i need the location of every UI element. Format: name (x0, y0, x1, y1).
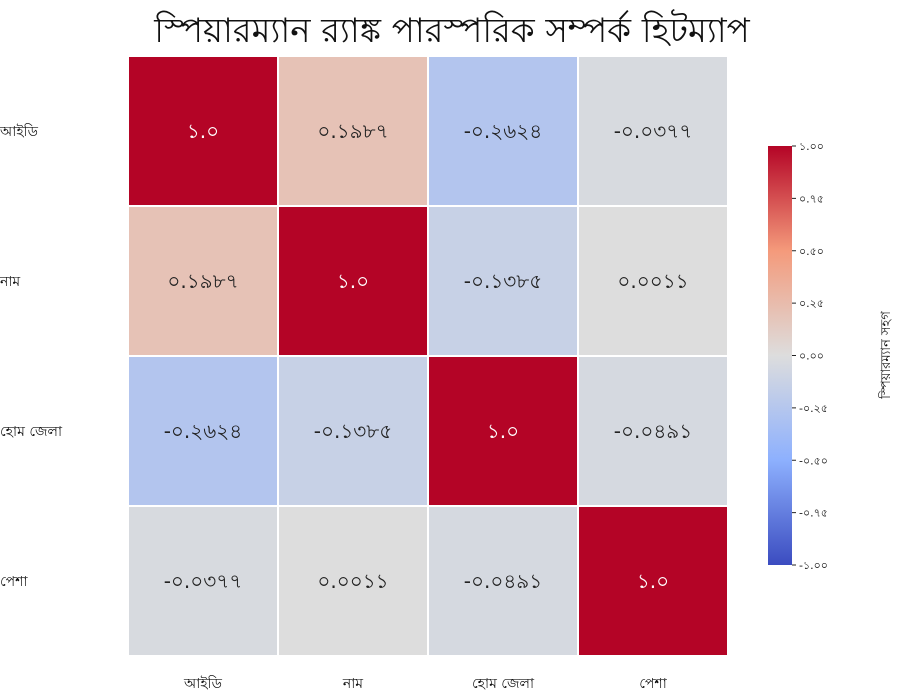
heatmap-cell (129, 357, 277, 505)
row-labels: আইডি নাম হোম জেলা পেশা (0, 123, 63, 590)
heatmap-cell (279, 507, 427, 655)
heatmap-cells: ১.০ ০.১৯৮৭ -০.২৬২৪ -০.০৩৭৭ ০.১৯৮৭ ১.০ -০.১৩৮৫ ০… (129, 57, 727, 655)
colorbar-tick-label: -০.৭৫ (799, 507, 828, 520)
heatmap-cell (429, 57, 577, 205)
column-label: আইডি (183, 675, 223, 690)
cell-value-label: -০.২৬২৪ (464, 119, 543, 143)
row-label: হোম জেলা (0, 424, 63, 440)
colorbar-tick-label: ০.৫০ (799, 245, 824, 258)
heatmap-cell (579, 57, 727, 205)
heatmap-cell (429, 207, 577, 355)
heatmap-cell (279, 57, 427, 205)
cell-value-label: ০.০০১১ (617, 269, 688, 293)
column-labels: আইডি নাম হোম জেলা পেশা (183, 675, 668, 690)
column-label: হোম জেলা (472, 676, 535, 690)
colorbar-tick-label: -১.০০ (799, 559, 828, 572)
heatmap-cell (279, 357, 427, 505)
cell-value-label: -০.১৩৮৫ (464, 269, 543, 293)
cell-value-label: -০.০৪৯১ (614, 419, 693, 443)
column-label: নাম (342, 676, 363, 690)
colorbar-tick-label: ০.৭৫ (799, 192, 824, 205)
heatmap-cell (279, 207, 427, 355)
heatmap-cell (429, 357, 577, 505)
chart-title: স্পিয়ারম্যান র‍্যাঙ্ক পারস্পরিক সম্পর্ক… (153, 9, 750, 51)
colorbar-label: স্পিয়ারম্যান সহগ (878, 311, 894, 400)
column-label: পেশা (639, 676, 667, 690)
cell-value-label: -০.২৬২৪ (164, 419, 243, 443)
cell-value-label: -০.০৩৭৭ (164, 569, 243, 593)
heatmap-cell (579, 207, 727, 355)
colorbar-tick-label: ১.০০ (799, 140, 824, 153)
heatmap-cell (429, 507, 577, 655)
cell-value-label: ০.০০১১ (317, 569, 388, 593)
colorbar-tick-label: -০.২৫ (799, 402, 828, 415)
cell-value-label: -০.১৩৮৫ (314, 419, 393, 443)
heatmap-cell (129, 507, 277, 655)
colorbar-tick-label: ০.২৫ (799, 297, 824, 310)
cell-value-label: ১.০ (337, 269, 369, 293)
heatmap-cell (579, 507, 727, 655)
row-label: পেশা (0, 574, 28, 590)
cell-value-label: -০.০৪৯১ (464, 569, 543, 593)
heatmap-cell (129, 57, 277, 205)
row-label: আইডি (0, 123, 39, 140)
colorbar (768, 146, 792, 565)
cell-value-label: ১.০ (187, 119, 219, 143)
row-label: নাম (0, 274, 20, 290)
colorbar-tick-label: ০.০০ (799, 350, 824, 363)
colorbar-ticks: ১.০০ ০.৭৫ ০.৫০ ০.২৫ ০.০০ -০.২৫ -০.৫০ -০.৭৫ -১.০০ (792, 140, 828, 572)
cell-value-label: -০.০৩৭৭ (614, 119, 693, 143)
colorbar-tick-label: -০.৫০ (799, 454, 828, 467)
cell-value-label: ১.০ (487, 419, 519, 443)
cell-value-label: ০.১৯৮৭ (317, 119, 388, 143)
heatmap-cell (129, 207, 277, 355)
cell-value-label: ০.১৯৮৭ (167, 269, 238, 293)
cell-value-label: ১.০ (637, 569, 669, 593)
heatmap-cell (579, 357, 727, 505)
